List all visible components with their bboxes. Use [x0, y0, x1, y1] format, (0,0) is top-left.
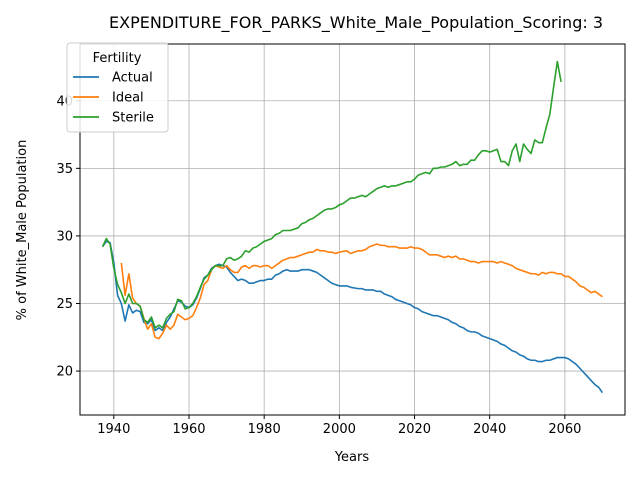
legend-box [66, 42, 169, 133]
x-tick-label: 2000 [323, 422, 356, 437]
x-tick-label: 1960 [172, 422, 205, 437]
x-axis-ticks: 1940 1960 1980 2000 2020 2040 2060 [97, 415, 581, 437]
legend-items: Actual Ideal Sterile [73, 71, 154, 126]
y-tick-label: 20 [56, 365, 73, 380]
x-tick-label: 2040 [473, 422, 506, 437]
y-tick-label: 35 [56, 162, 73, 177]
legend-label-actual: Actual [112, 71, 153, 86]
x-tick-label: 1940 [97, 422, 130, 437]
y-tick-label: 25 [56, 297, 73, 312]
y-axis-label: % of White_Male Population [15, 140, 30, 321]
chart-title: EXPENDITURE_FOR_PARKS_White_Male_Populat… [109, 13, 603, 33]
x-tick-label: 1980 [248, 422, 281, 437]
x-tick-label: 2020 [398, 422, 431, 437]
x-tick-label: 2060 [548, 422, 581, 437]
legend-title: Fertility [93, 51, 142, 66]
plot-area [79, 43, 626, 416]
series-line-ideal [120, 243, 603, 340]
y-tick-label: 30 [56, 229, 73, 244]
legend: Fertility Actual Ideal Sterile [66, 42, 169, 133]
legend-label-ideal: Ideal [112, 91, 144, 106]
legend-label-sterile: Sterile [112, 111, 154, 126]
x-axis-label: Years [334, 450, 370, 465]
series-lines [101, 60, 604, 394]
grid [80, 44, 625, 415]
series-line-sterile [101, 60, 562, 329]
